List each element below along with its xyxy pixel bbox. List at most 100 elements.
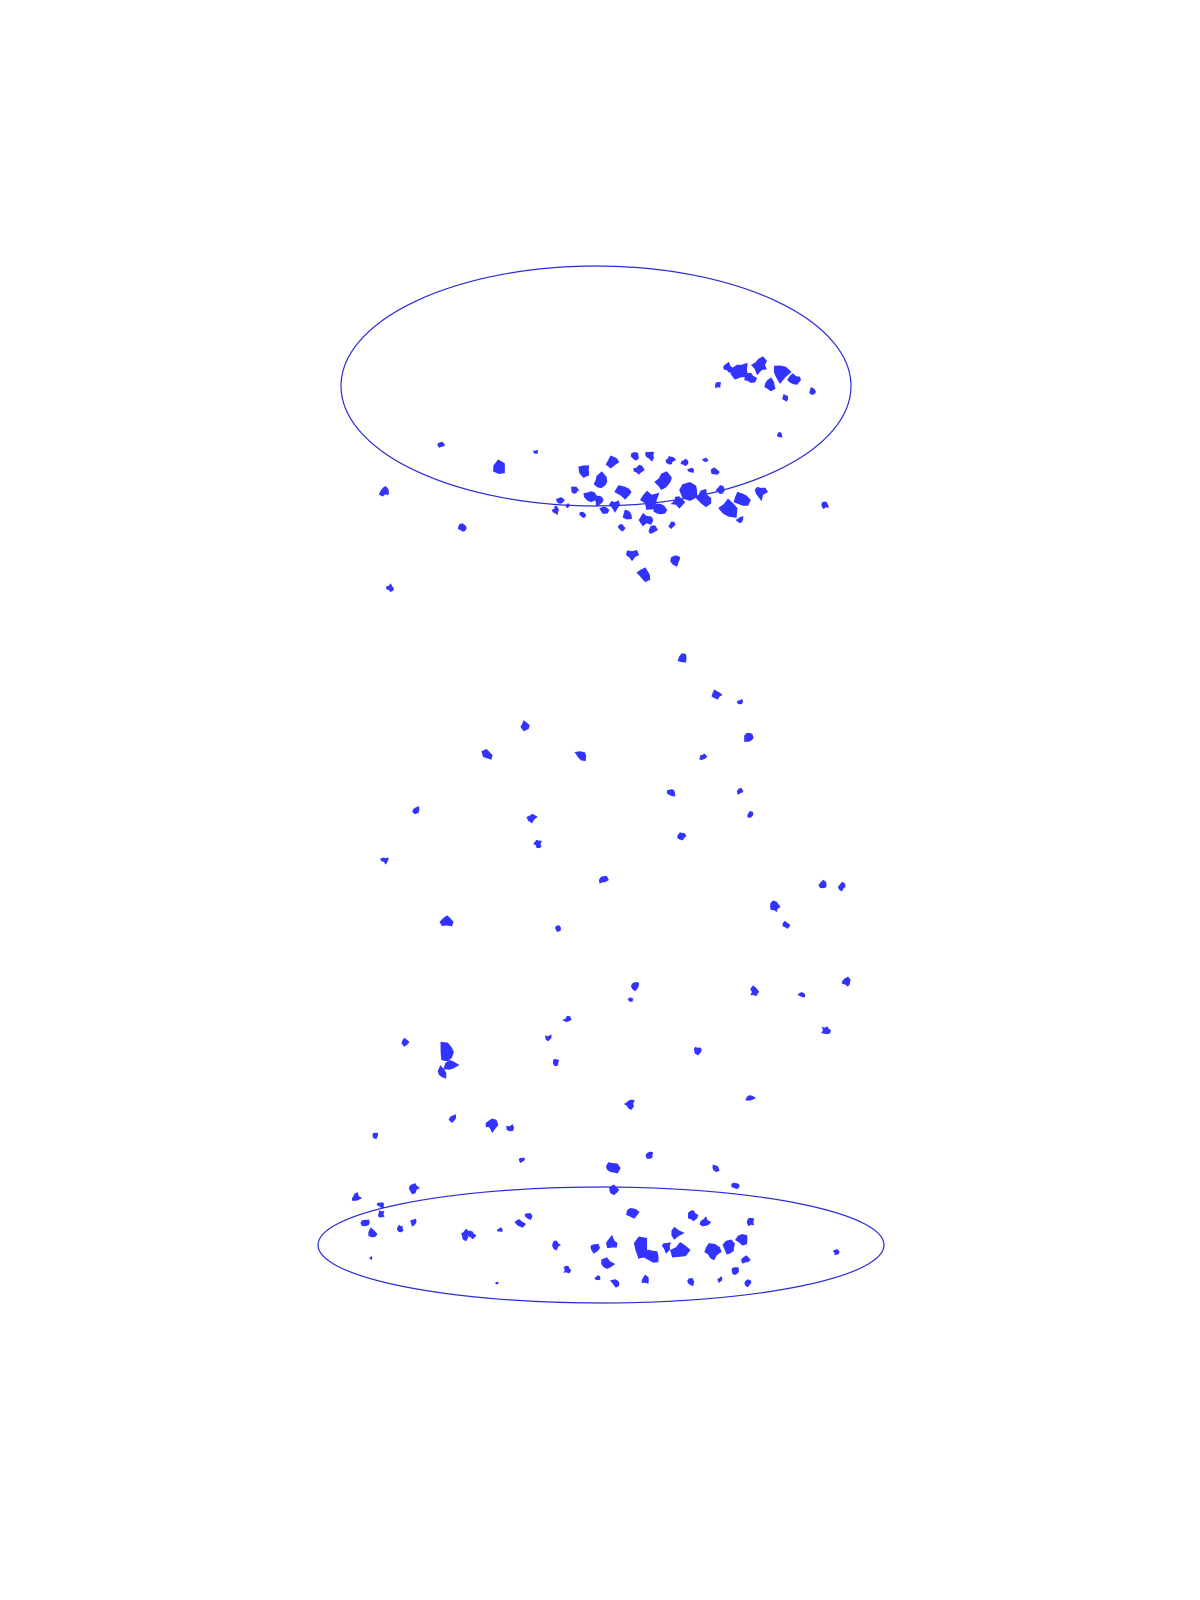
top-particle bbox=[458, 523, 467, 532]
bottom-particle bbox=[495, 1281, 499, 1285]
falling-particle bbox=[533, 839, 542, 849]
bottom-particle bbox=[731, 1267, 739, 1275]
falling-particle bbox=[448, 1114, 456, 1123]
top-particle bbox=[437, 441, 446, 448]
falling-particle bbox=[797, 992, 806, 998]
falling-particle bbox=[440, 1041, 454, 1062]
falling-particle bbox=[782, 920, 791, 929]
falling-particle bbox=[841, 976, 851, 987]
falling-particle bbox=[518, 1157, 525, 1164]
top-particle bbox=[695, 488, 712, 508]
top-particle bbox=[665, 456, 677, 465]
top-particle bbox=[751, 356, 767, 376]
bottom-particle bbox=[524, 1213, 533, 1221]
top-particle bbox=[653, 503, 668, 515]
top-particle bbox=[614, 485, 632, 500]
top-ring-particle-cluster bbox=[379, 356, 829, 592]
falling-particle bbox=[699, 753, 708, 761]
bottom-particle bbox=[552, 1240, 561, 1251]
falling-particle bbox=[770, 900, 781, 913]
bottom-particle bbox=[514, 1219, 527, 1228]
bottom-particle bbox=[368, 1227, 378, 1238]
top-particle bbox=[605, 455, 620, 469]
bottom-particle bbox=[467, 1230, 477, 1240]
bottom-particle bbox=[601, 1257, 616, 1269]
bottom-particle bbox=[722, 1239, 735, 1255]
falling-particle bbox=[545, 1034, 552, 1042]
falling-particle bbox=[555, 925, 561, 932]
falling-particle bbox=[520, 720, 530, 732]
top-particle bbox=[599, 506, 610, 514]
falling-particle bbox=[745, 1095, 757, 1101]
top-particle bbox=[773, 365, 792, 384]
top-particle bbox=[679, 482, 698, 501]
top-ring-ellipse bbox=[340, 265, 852, 507]
falling-particle bbox=[372, 1132, 379, 1139]
top-particle bbox=[718, 498, 738, 518]
falling-particle bbox=[412, 806, 420, 815]
bottom-particle bbox=[832, 1249, 840, 1255]
falling-particle bbox=[552, 1059, 560, 1067]
top-particle bbox=[645, 451, 655, 462]
top-particle bbox=[583, 491, 597, 503]
top-particle bbox=[579, 511, 587, 519]
top-particle bbox=[640, 490, 660, 510]
falling-particle bbox=[485, 1118, 499, 1133]
top-particle bbox=[730, 362, 749, 380]
top-particle bbox=[821, 501, 829, 510]
top-particle bbox=[782, 393, 789, 402]
falling-particle bbox=[818, 879, 827, 889]
top-particle bbox=[551, 505, 560, 516]
top-particle bbox=[626, 550, 640, 562]
top-particle bbox=[787, 373, 801, 385]
top-particle bbox=[608, 500, 621, 513]
bottom-particle bbox=[670, 1242, 691, 1258]
bottom-particle bbox=[641, 1274, 649, 1284]
bottom-particle bbox=[661, 1242, 671, 1254]
falling-particle bbox=[821, 1026, 831, 1035]
bottom-particle bbox=[378, 1210, 385, 1218]
falling-particle bbox=[744, 732, 754, 742]
top-particle bbox=[654, 471, 672, 490]
bottom-particle bbox=[626, 1208, 640, 1219]
top-particle bbox=[744, 372, 758, 383]
falling-particle bbox=[574, 751, 587, 761]
top-particle bbox=[701, 457, 709, 462]
bottom-particle bbox=[360, 1219, 370, 1227]
top-particle bbox=[735, 516, 744, 524]
bottom-particle bbox=[594, 1275, 601, 1281]
falling-particle bbox=[623, 1099, 635, 1110]
bottom-particle bbox=[717, 1276, 723, 1284]
top-particle bbox=[777, 432, 783, 438]
falling-particle bbox=[627, 997, 634, 1002]
falling-particle bbox=[645, 1151, 654, 1159]
top-particle bbox=[578, 465, 590, 478]
top-particle bbox=[633, 464, 645, 475]
bottom-particle bbox=[744, 1279, 752, 1288]
top-particle bbox=[593, 471, 608, 489]
bottom-particle bbox=[735, 1234, 748, 1246]
top-particle bbox=[630, 452, 639, 461]
top-particle bbox=[754, 486, 768, 502]
top-particle bbox=[385, 583, 394, 592]
top-particle bbox=[710, 467, 720, 475]
bottom-particle bbox=[741, 1255, 751, 1264]
falling-particle bbox=[630, 982, 639, 992]
bottom-particle bbox=[410, 1218, 417, 1227]
falling-particle bbox=[667, 789, 676, 797]
top-particle bbox=[715, 485, 725, 494]
top-particle bbox=[809, 387, 817, 395]
bottom-ring-particle-cluster bbox=[360, 1208, 840, 1288]
bottom-particle bbox=[368, 1255, 373, 1261]
bottom-particle bbox=[497, 1227, 503, 1232]
bottom-particle bbox=[687, 1278, 695, 1287]
top-particle bbox=[571, 486, 580, 494]
top-particle bbox=[687, 467, 694, 473]
falling-particle bbox=[506, 1124, 515, 1132]
falling-particle bbox=[747, 810, 754, 818]
top-particle bbox=[593, 495, 604, 507]
bottom-particle bbox=[563, 1265, 571, 1274]
falling-particle bbox=[481, 748, 493, 760]
falling-particles-group bbox=[351, 653, 851, 1209]
